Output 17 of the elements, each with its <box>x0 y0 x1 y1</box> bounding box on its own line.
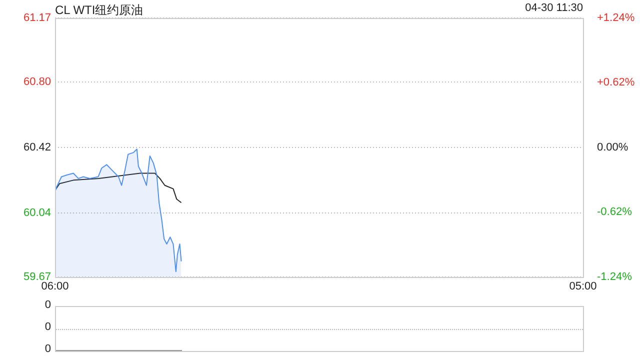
y2-tick-label: 0.00% <box>597 141 628 154</box>
text: 0 <box>44 299 51 311</box>
y2-tick-label: -0.62% <box>597 206 632 218</box>
y-tick-label: 59.67 <box>23 270 51 283</box>
y-tick-label: 61.17 <box>23 12 51 24</box>
x-tick-label: 05:00 <box>569 280 597 292</box>
y2-tick-label: +0.62% <box>597 76 635 89</box>
y2-tick-label: -1.24% <box>597 270 632 283</box>
chart-title: CL WTI纽约原油 <box>55 2 144 19</box>
y-tick-label: 60.04 <box>23 206 51 219</box>
text: 04-30 11:30 <box>525 2 583 14</box>
text: 0 <box>44 321 51 333</box>
y2-tick-label: +1.24% <box>597 12 635 24</box>
y-tick-label: 60.80 <box>23 76 51 88</box>
text: 0 <box>44 343 51 355</box>
y-tick-label: 60.42 <box>23 141 51 154</box>
x-tick-label: 06:00 <box>41 280 69 292</box>
